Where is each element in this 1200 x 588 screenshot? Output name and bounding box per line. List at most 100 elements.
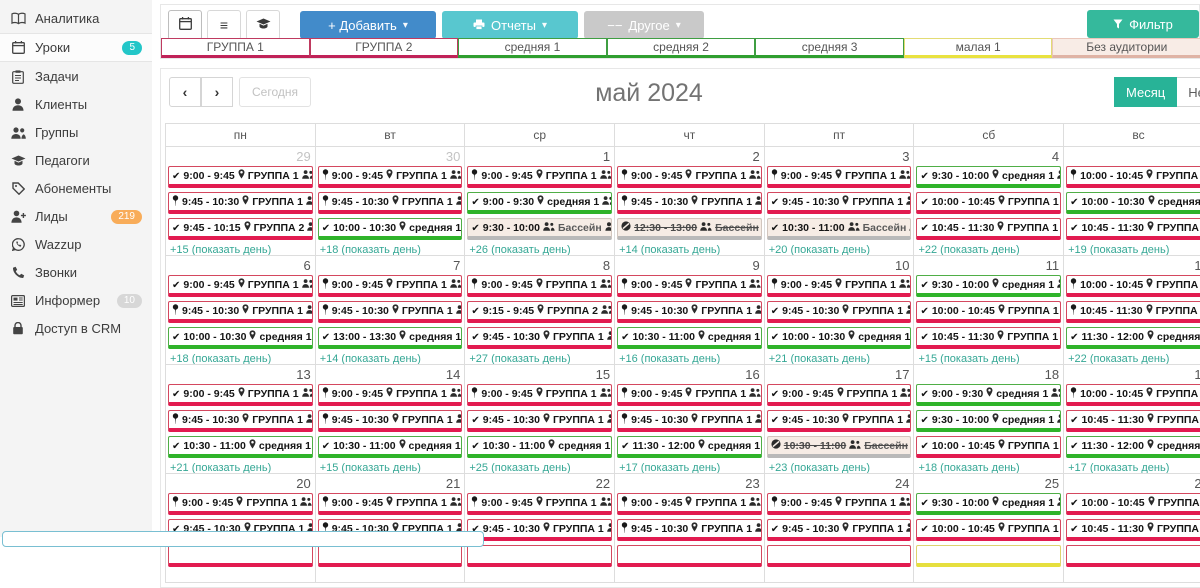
show-day-link[interactable]: +17 (показать день) (615, 462, 764, 474)
show-day-link[interactable]: +22 (показать день) (914, 244, 1063, 256)
lesson-chip[interactable] (318, 545, 463, 567)
room-tab-2[interactable]: ГРУППА 2 (310, 38, 459, 58)
teachers-view-button[interactable] (246, 10, 280, 40)
lesson-chip[interactable]: ✔10:30 - 11:00БассейнАрдак (767, 218, 912, 240)
sidebar-item-calls[interactable]: Звонки (0, 259, 152, 286)
show-day-link[interactable]: +16 (показать день) (615, 353, 764, 365)
lesson-chip[interactable]: ✔9:30 - 10:00БассейнАрдак (467, 218, 612, 240)
show-day-link[interactable]: +21 (показать день) (765, 353, 914, 365)
show-day-link[interactable]: +14 (показать день) (316, 353, 465, 365)
filter-button[interactable]: Фильтр (1087, 10, 1199, 38)
sidebar-item-clients[interactable]: Клиенты (0, 91, 152, 118)
calendar-view-button[interactable] (168, 10, 202, 40)
sidebar-item-subscriptions[interactable]: Абонементы (0, 175, 152, 202)
show-day-link[interactable]: +27 (показать день) (465, 353, 614, 365)
show-day-link[interactable]: +18 (показать день) (914, 462, 1063, 474)
lesson-chip[interactable] (767, 545, 912, 567)
lesson-chip[interactable] (916, 545, 1061, 567)
lesson-chip[interactable] (168, 545, 313, 567)
lesson-chip[interactable] (617, 545, 762, 567)
room-tab-3[interactable]: средняя 1 (458, 38, 607, 58)
sidebar-item-teachers[interactable]: Педагоги (0, 147, 152, 174)
view-button-неделя[interactable]: Неделя (1176, 77, 1200, 107)
show-day-link[interactable]: +15 (показать день) (914, 353, 1063, 365)
room-tab-1[interactable]: ГРУППА 1 (161, 38, 310, 58)
list-view-button[interactable]: ≡ (207, 10, 241, 40)
show-day-link[interactable]: +17 (показать день) (1064, 462, 1200, 474)
room-tab-5[interactable]: средняя 3 (755, 38, 904, 58)
lesson-chip[interactable] (1066, 545, 1200, 567)
sidebar-item-groups[interactable]: Группы (0, 119, 152, 146)
show-day-link[interactable]: +18 (показать день) (166, 353, 315, 365)
room-tab-4[interactable]: средняя 2 (607, 38, 756, 58)
show-day-link[interactable]: +14 (показать день) (615, 244, 764, 256)
show-day-link[interactable]: +23 (показать день) (765, 462, 914, 474)
sidebar-item-tasks[interactable]: Задачи (0, 63, 152, 90)
room-tab-6[interactable]: малая 1 (904, 38, 1053, 58)
show-day-link[interactable]: +15 (показать день) (166, 244, 315, 256)
lesson-chip[interactable] (467, 545, 612, 567)
sidebar-item-crm-access[interactable]: Доступ в CRM (0, 315, 152, 342)
show-day-link[interactable]: +21 (показать день) (166, 462, 315, 474)
